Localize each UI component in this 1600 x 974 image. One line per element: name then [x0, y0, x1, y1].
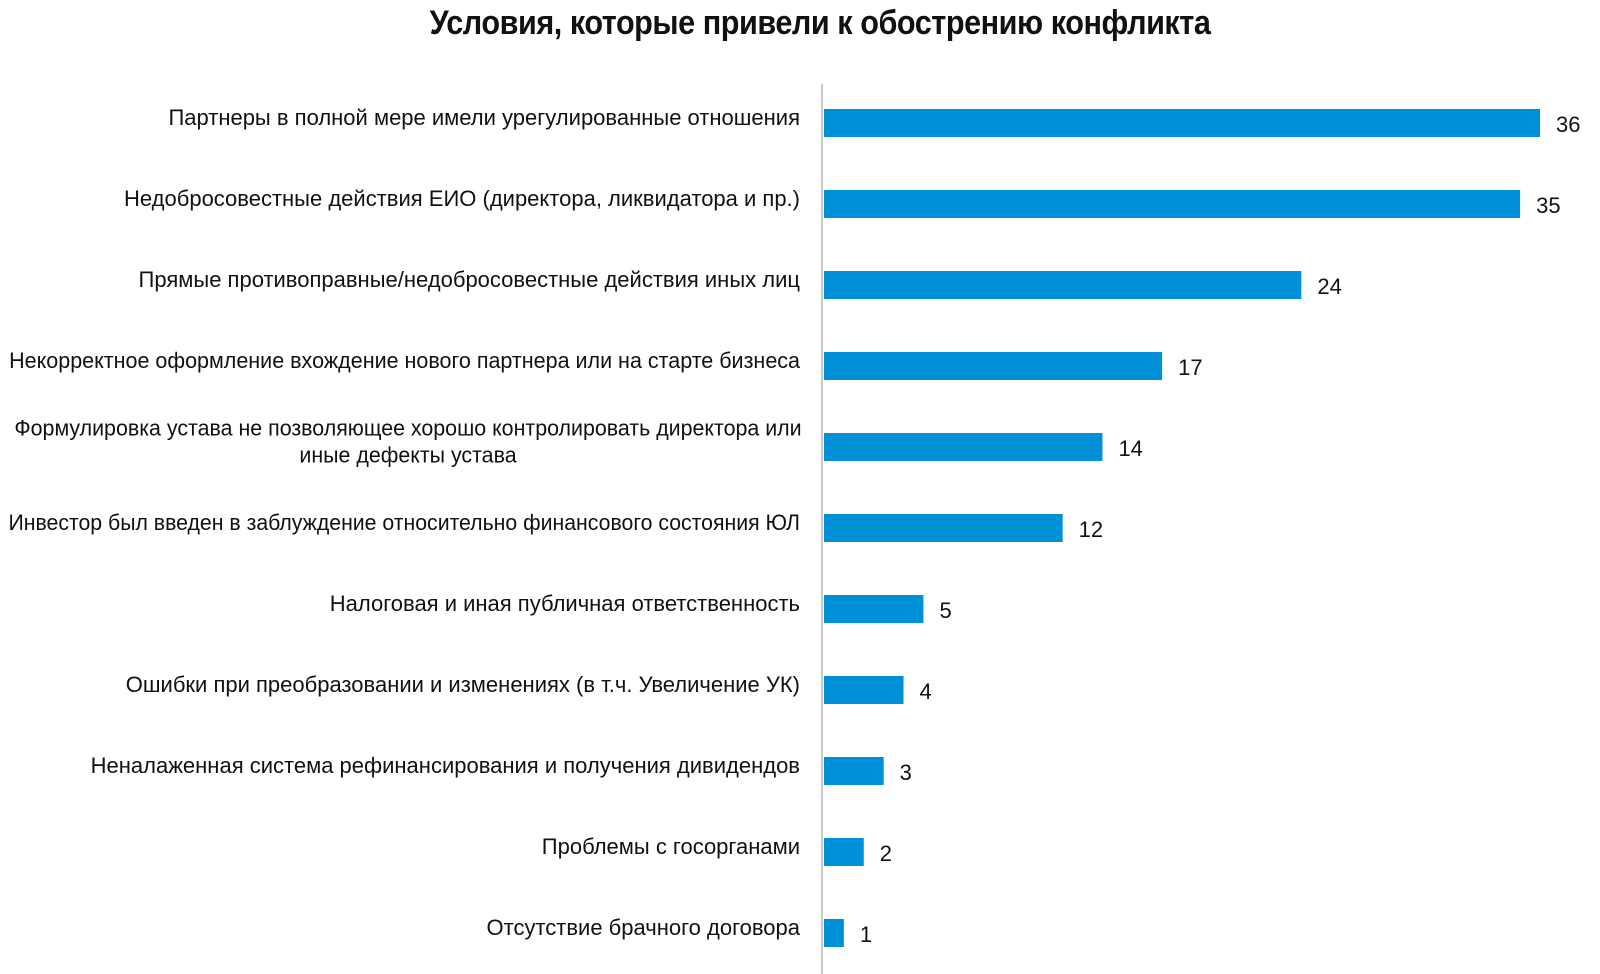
bar	[824, 190, 1521, 218]
category-label-line: Отсутствие брачного договора	[487, 915, 801, 940]
category-label-line: Формулировка устава не позволяющее хорош…	[14, 415, 801, 440]
bar	[824, 757, 884, 785]
data-label: 4	[920, 679, 932, 704]
category-label-line: Ошибки при преобразовании и изменениях (…	[126, 672, 800, 697]
data-label: 5	[939, 598, 951, 623]
data-label: 14	[1118, 436, 1142, 461]
category-label: Партнеры в полной мере имели урегулирова…	[168, 105, 800, 130]
category-label-line: Партнеры в полной мере имели урегулирова…	[168, 105, 800, 130]
category-label: Прямые противоправные/недобросовестные д…	[139, 267, 801, 292]
bar	[824, 595, 924, 623]
category-label: Недобросовестные действия ЕИО (директора…	[124, 186, 800, 211]
data-label: 35	[1536, 193, 1560, 218]
category-label-line: Неналаженная система рефинансирования и …	[91, 753, 800, 778]
data-label: 2	[880, 841, 892, 866]
category-label-line: Прямые противоправные/недобросовестные д…	[139, 267, 801, 292]
bar	[824, 271, 1302, 299]
category-label-line: Некорректное оформление вхождение нового…	[9, 348, 801, 373]
category-label: Ошибки при преобразовании и изменениях (…	[126, 672, 800, 697]
category-label: Неналаженная система рефинансирования и …	[91, 753, 800, 778]
chart-title: Условия, которые привели к обострению ко…	[429, 4, 1211, 42]
bar	[824, 838, 864, 866]
data-label: 12	[1079, 517, 1103, 542]
bar	[824, 433, 1103, 461]
bar	[824, 919, 844, 947]
category-label-line: Недобросовестные действия ЕИО (директора…	[124, 186, 800, 211]
bar	[824, 676, 904, 704]
category-label: Инвестор был введен в заблуждение относи…	[8, 510, 800, 535]
data-label: 1	[860, 922, 872, 947]
category-label-line: Инвестор был введен в заблуждение относи…	[8, 510, 800, 535]
category-label: Формулировка устава не позволяющее хорош…	[14, 415, 801, 467]
bar	[824, 109, 1540, 137]
category-label: Проблемы с госорганами	[542, 834, 800, 859]
bar	[824, 352, 1163, 380]
category-label-line: Налоговая и иная публичная ответственнос…	[330, 591, 800, 616]
bars-layer: 36 Партнеры в полной мере имели урегулиро…	[8, 105, 1580, 947]
category-label: Налоговая и иная публичная ответственнос…	[330, 591, 800, 616]
category-label-line: Проблемы с госорганами	[542, 834, 800, 859]
data-label: 36	[1556, 112, 1580, 137]
category-label: Некорректное оформление вхождение нового…	[9, 348, 801, 373]
bar	[824, 514, 1063, 542]
category-label-line: иные дефекты устава	[299, 442, 517, 467]
category-label: Отсутствие брачного договора	[487, 915, 801, 940]
data-label: 24	[1317, 274, 1341, 299]
data-label: 3	[900, 760, 912, 785]
data-label: 17	[1178, 355, 1202, 380]
